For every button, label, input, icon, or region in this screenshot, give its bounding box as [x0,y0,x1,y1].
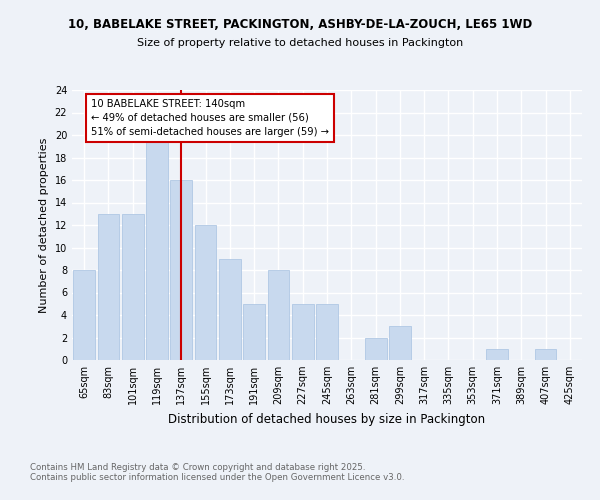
Bar [243,304,265,360]
Bar [73,270,95,360]
Bar [194,225,217,360]
Y-axis label: Number of detached properties: Number of detached properties [39,138,49,312]
Text: 10, BABELAKE STREET, PACKINGTON, ASHBY-DE-LA-ZOUCH, LE65 1WD: 10, BABELAKE STREET, PACKINGTON, ASHBY-D… [68,18,532,30]
Bar [535,349,556,360]
Text: 10 BABELAKE STREET: 140sqm
← 49% of detached houses are smaller (56)
51% of semi: 10 BABELAKE STREET: 140sqm ← 49% of deta… [91,99,329,137]
Bar [316,304,338,360]
Bar [219,259,241,360]
Bar [122,214,143,360]
Bar [486,349,508,360]
X-axis label: Distribution of detached houses by size in Packington: Distribution of detached houses by size … [169,412,485,426]
Bar [146,135,168,360]
Bar [97,214,119,360]
Text: Contains HM Land Registry data © Crown copyright and database right 2025.
Contai: Contains HM Land Registry data © Crown c… [30,463,404,482]
Text: Size of property relative to detached houses in Packington: Size of property relative to detached ho… [137,38,463,48]
Bar [389,326,411,360]
Bar [268,270,289,360]
Bar [292,304,314,360]
Bar [365,338,386,360]
Bar [170,180,192,360]
